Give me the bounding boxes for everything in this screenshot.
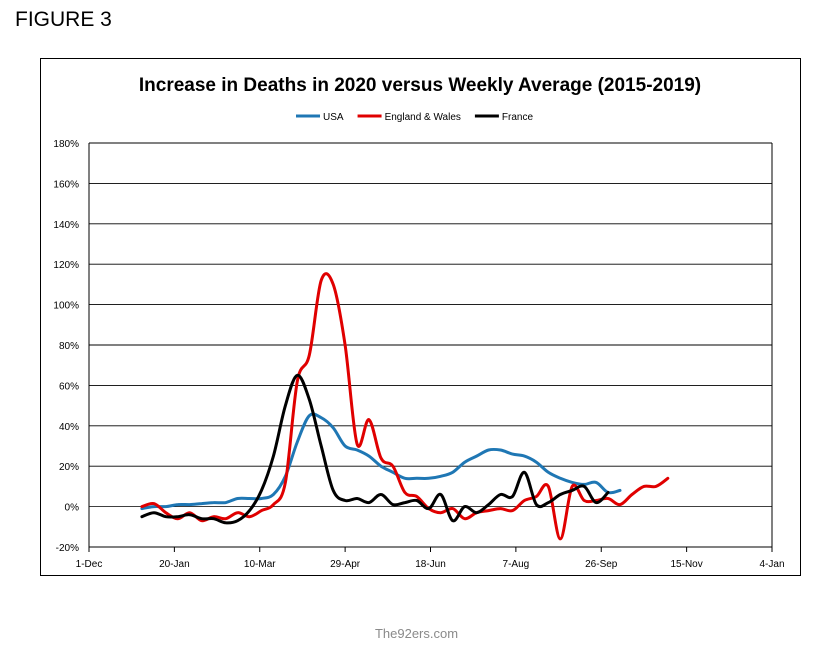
chart-frame: Increase in Deaths in 2020 versus Weekly… [40, 58, 801, 576]
chart-title: Increase in Deaths in 2020 versus Weekly… [139, 75, 701, 96]
x-tick-label-7: 15-Nov [671, 559, 703, 570]
x-tick-label-5: 7-Aug [503, 559, 530, 570]
series-line-1 [140, 272, 670, 541]
x-tick-label-0: 1-Dec [76, 559, 103, 570]
legend-label-0: USA [323, 112, 344, 123]
y-tick-label-4: 60% [59, 381, 79, 392]
x-tick-label-4: 18-Jun [415, 559, 446, 570]
y-tick-label-2: 20% [59, 462, 79, 473]
line-chart: Increase in Deaths in 2020 versus Weekly… [53, 75, 784, 570]
figure-label: FIGURE 3 [15, 8, 112, 31]
series-line-0 [140, 412, 622, 511]
y-tick-label-10: 180% [53, 139, 79, 150]
footer-credit: The92ers.com [374, 626, 459, 641]
x-tick-label-2: 10-Mar [244, 559, 276, 570]
x-tick-label-6: 26-Sep [585, 559, 618, 570]
y-tick-label-8: 140% [53, 220, 79, 231]
y-tick-label-1: 0% [65, 503, 80, 514]
y-tick-label-3: 40% [59, 422, 79, 433]
series-line-2 [140, 373, 610, 525]
legend-label-1: England & Wales [385, 112, 461, 123]
y-tick-label-9: 160% [53, 179, 79, 190]
legend-label-2: France [502, 112, 534, 123]
x-tick-label-3: 29-Apr [330, 559, 361, 570]
y-tick-label-0: -20% [56, 543, 79, 554]
y-tick-label-7: 120% [53, 260, 79, 271]
y-tick-label-5: 80% [59, 341, 79, 352]
x-tick-label-1: 20-Jan [159, 559, 190, 570]
x-tick-label-8: 4-Jan [759, 559, 784, 570]
y-tick-label-6: 100% [53, 301, 79, 312]
